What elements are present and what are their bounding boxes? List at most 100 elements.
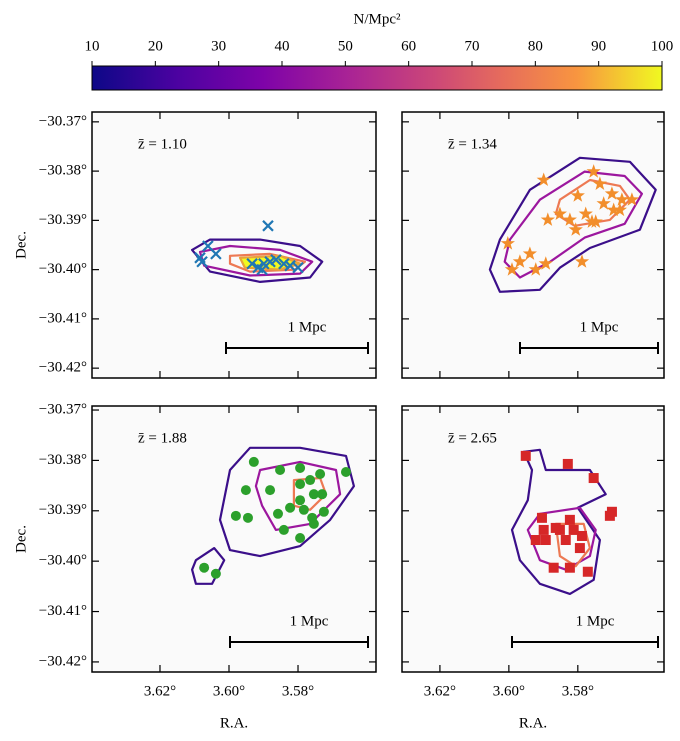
tick-label: 50 bbox=[338, 38, 353, 54]
marker bbox=[574, 254, 590, 268]
marker bbox=[606, 506, 617, 517]
contour bbox=[198, 244, 314, 277]
panel-background bbox=[402, 112, 664, 378]
marker bbox=[540, 535, 551, 546]
marker bbox=[275, 464, 286, 475]
marker bbox=[614, 192, 630, 206]
scale-bar bbox=[229, 636, 369, 648]
contour bbox=[191, 547, 226, 585]
marker bbox=[272, 508, 283, 519]
marker bbox=[536, 172, 551, 186]
marker bbox=[210, 248, 222, 260]
y-tick-label: −30.39° bbox=[39, 212, 87, 228]
marker bbox=[246, 257, 258, 270]
x-tick-label: 3.58° bbox=[282, 683, 314, 699]
contour bbox=[191, 238, 324, 283]
tick-label: 60 bbox=[401, 38, 416, 54]
y-tick-label: −30.39° bbox=[39, 502, 87, 518]
marker bbox=[317, 489, 328, 500]
marker bbox=[568, 222, 583, 236]
marker bbox=[285, 502, 296, 513]
y-axis-label: Dec. bbox=[13, 525, 29, 553]
marker bbox=[340, 466, 351, 477]
marker bbox=[318, 506, 329, 517]
marker bbox=[210, 568, 221, 579]
scale-bar bbox=[519, 342, 659, 354]
x-axis-label: R.A. bbox=[220, 715, 248, 731]
marker bbox=[560, 535, 571, 546]
marker bbox=[196, 255, 208, 268]
panel-frame bbox=[91, 111, 377, 379]
tick-label: 100 bbox=[651, 38, 674, 54]
marker bbox=[574, 543, 585, 554]
marker bbox=[500, 236, 515, 250]
marker bbox=[550, 522, 561, 533]
marker bbox=[242, 512, 253, 523]
marker bbox=[562, 212, 577, 226]
x-tick-label: 3.62° bbox=[144, 683, 176, 699]
tick-label: 70 bbox=[465, 38, 480, 54]
marker bbox=[199, 562, 210, 573]
marker bbox=[292, 261, 304, 274]
marker bbox=[606, 202, 621, 217]
x-axis-label: R.A. bbox=[519, 715, 547, 731]
marker bbox=[520, 450, 531, 461]
marker bbox=[295, 495, 306, 506]
x-tick-label: 3.60° bbox=[213, 683, 245, 699]
y-tick-label: −30.38° bbox=[39, 452, 87, 468]
scale-label: 1 Mpc bbox=[290, 613, 329, 629]
tick-label: 40 bbox=[275, 38, 290, 54]
scale-label: 1 Mpc bbox=[576, 613, 615, 629]
y-tick-label: −30.37° bbox=[39, 113, 87, 129]
y-tick-label: −30.41° bbox=[39, 603, 87, 619]
marker bbox=[582, 566, 593, 577]
marker bbox=[552, 206, 567, 220]
marker bbox=[562, 458, 573, 469]
scale-bar bbox=[225, 342, 369, 354]
marker bbox=[270, 254, 282, 266]
marker bbox=[305, 475, 316, 486]
contour bbox=[218, 446, 355, 558]
marker bbox=[248, 456, 259, 467]
colorbar bbox=[91, 65, 663, 91]
marker bbox=[564, 514, 575, 525]
marker bbox=[530, 535, 541, 546]
y-tick-label: −30.38° bbox=[39, 163, 87, 179]
tick-label: 90 bbox=[591, 38, 606, 54]
marker bbox=[298, 504, 309, 515]
marker bbox=[295, 462, 306, 473]
marker bbox=[538, 256, 553, 270]
annotation: z̄ = 1.34 bbox=[448, 136, 497, 152]
tick-label: 20 bbox=[148, 38, 163, 54]
marker bbox=[295, 479, 306, 490]
marker bbox=[564, 562, 575, 573]
marker bbox=[278, 524, 289, 535]
tick-label: 80 bbox=[528, 38, 543, 54]
x-tick-label: 3.58° bbox=[562, 683, 594, 699]
marker bbox=[522, 246, 537, 260]
annotation: z̄ = 1.88 bbox=[138, 430, 187, 446]
annotation: z̄ = 2.65 bbox=[448, 430, 497, 446]
marker bbox=[570, 188, 585, 202]
y-tick-label: −30.42° bbox=[39, 360, 87, 376]
marker bbox=[548, 562, 559, 573]
marker bbox=[512, 254, 527, 268]
y-tick-label: −30.37° bbox=[39, 401, 87, 417]
x-tick-label: 3.62° bbox=[424, 683, 456, 699]
contour bbox=[292, 476, 328, 511]
scale-bar bbox=[511, 636, 659, 648]
panel-frame bbox=[401, 405, 665, 673]
marker bbox=[295, 532, 306, 543]
marker bbox=[230, 510, 241, 521]
marker bbox=[240, 485, 251, 496]
marker bbox=[592, 176, 607, 190]
marker bbox=[538, 524, 549, 535]
marker bbox=[584, 214, 600, 228]
marker bbox=[604, 186, 620, 200]
contour bbox=[510, 448, 607, 595]
marker bbox=[578, 206, 593, 220]
contour bbox=[488, 156, 657, 293]
tick-label: 10 bbox=[85, 38, 100, 54]
y-tick-label: −30.40° bbox=[39, 553, 87, 569]
